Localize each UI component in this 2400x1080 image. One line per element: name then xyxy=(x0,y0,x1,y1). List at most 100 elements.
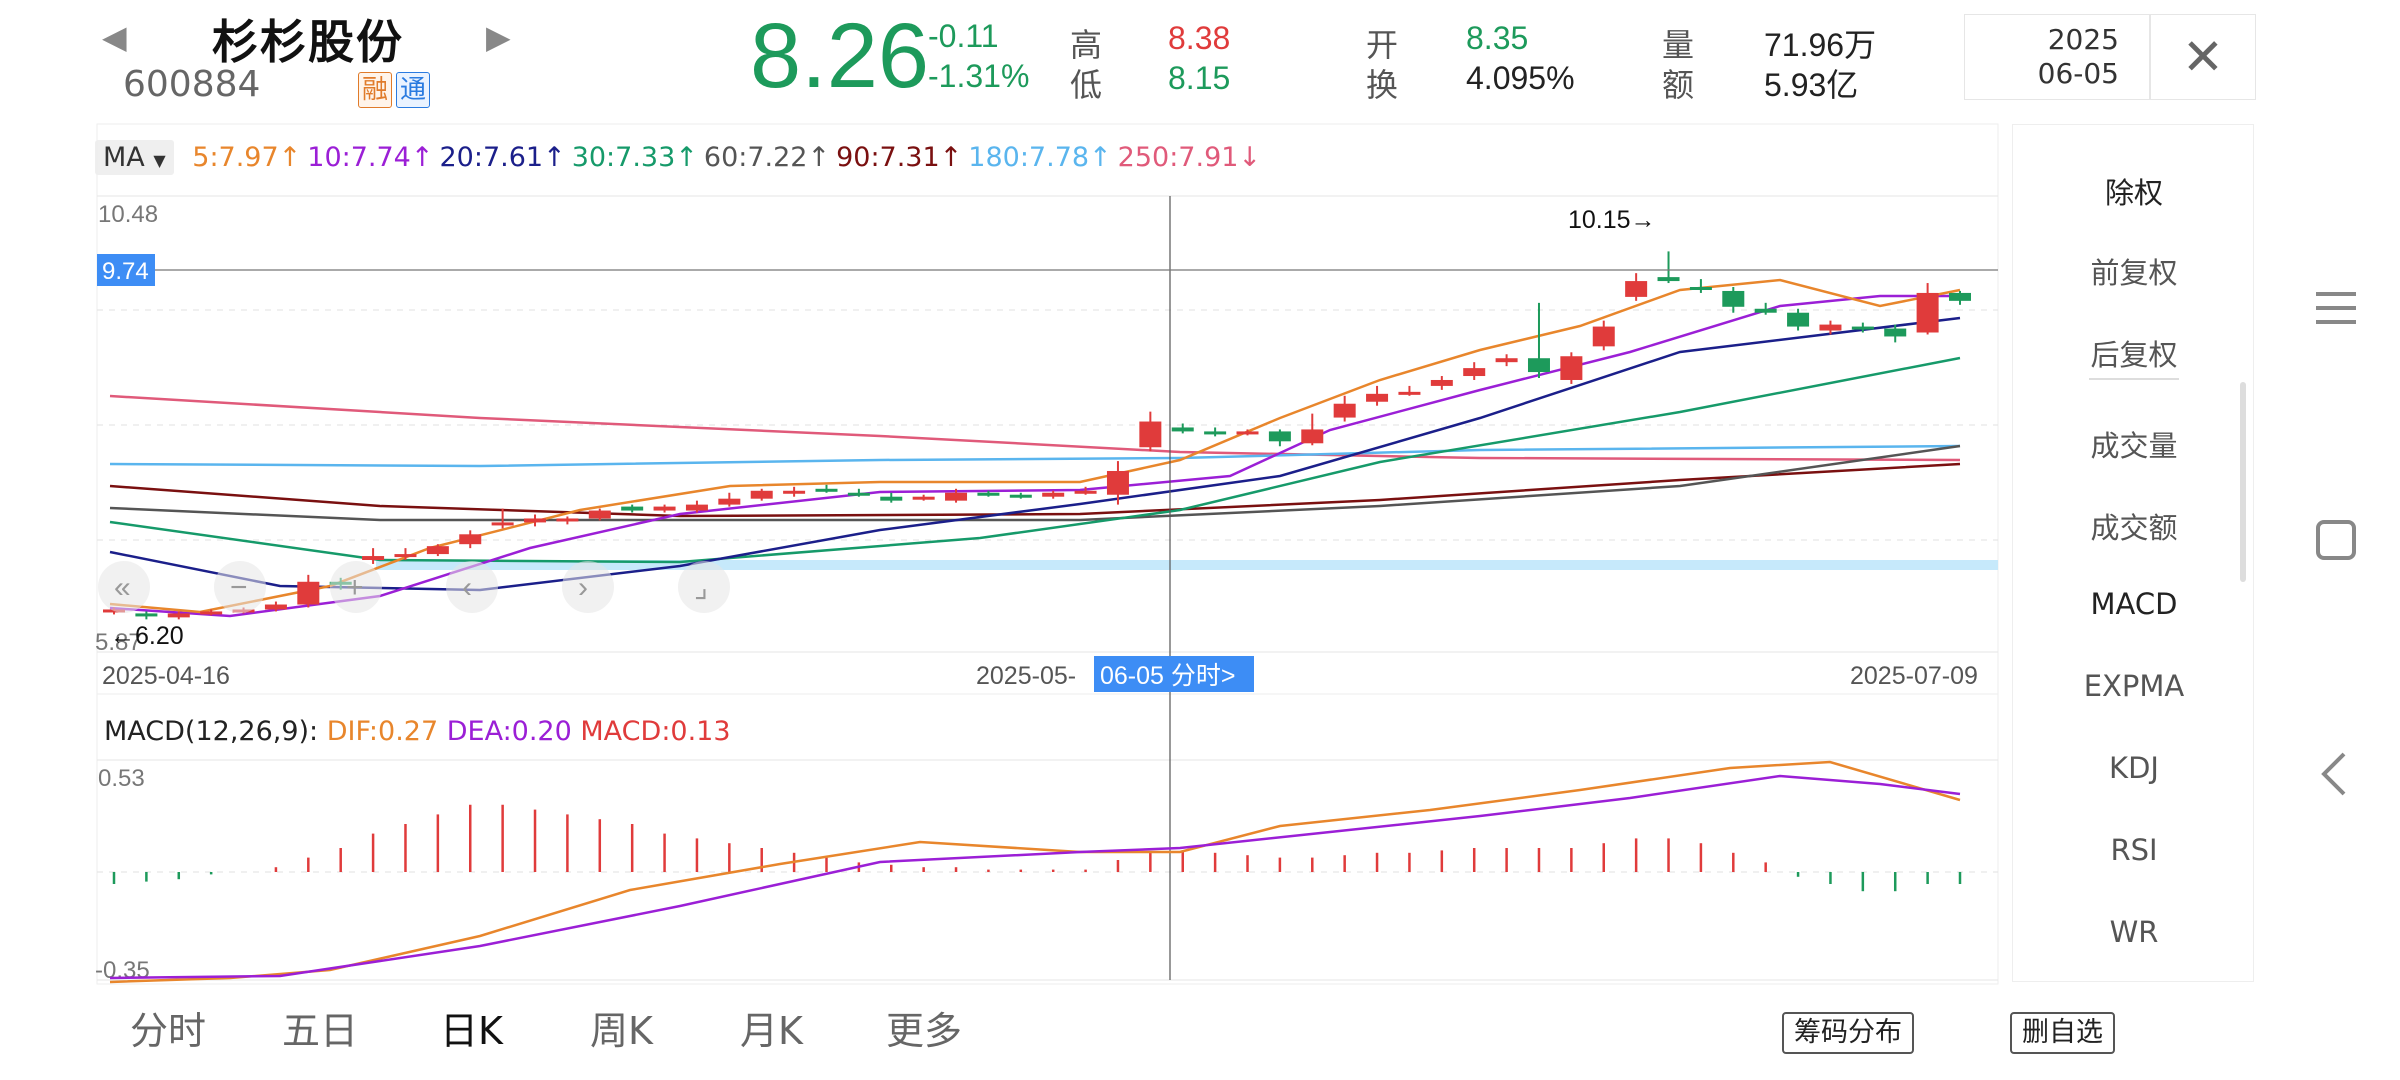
macd-legend-part-1: DIF:0.27 xyxy=(318,716,438,747)
volume-label: 量 xyxy=(1662,26,1695,64)
zoom-out-icon[interactable] xyxy=(214,561,266,613)
kline-max-label: 10.15→ xyxy=(1568,206,1656,234)
volume-value: 71.96万 xyxy=(1764,27,1877,63)
right-panel-item-9[interactable]: WR xyxy=(2109,915,2159,949)
candle-body-1 xyxy=(135,613,158,617)
candle-body-32 xyxy=(1139,421,1162,448)
stock-header: ◀ 杉杉股份 ▶ 600884 融 通 8.26 -0.11 -1.31% 高 … xyxy=(80,0,2270,120)
indicator-selector[interactable]: MA ▼ xyxy=(95,140,174,175)
prev-stock-icon[interactable]: ◀ xyxy=(102,18,127,56)
ma-item-6: 180:7.78↑ xyxy=(968,142,1112,173)
chevron-left-icon[interactable] xyxy=(446,561,498,613)
ma-item-4: 60:7.22↑ xyxy=(703,142,831,173)
right-panel-item-2[interactable]: 后复权 xyxy=(2090,338,2178,372)
right-panel-item-3[interactable]: 成交量 xyxy=(2090,429,2178,463)
candle-body-11 xyxy=(459,534,482,545)
crosshair-date-bg[interactable] xyxy=(1094,656,1254,692)
open-label: 开 xyxy=(1366,26,1399,64)
candle-body-40 xyxy=(1398,391,1421,395)
x-end-label: 2025-07-09 xyxy=(1850,662,1978,690)
candle-body-36 xyxy=(1268,431,1291,442)
candle-body-27 xyxy=(977,492,1000,496)
candle-body-15 xyxy=(588,510,611,519)
ma-item-1: 10:7.74↑ xyxy=(307,142,434,173)
macd-legend: MACD(12,26,9): DIF:0.27 DEA:0.20 MACD:0.… xyxy=(104,716,731,747)
crosshair-price-bg xyxy=(97,254,155,286)
right-panel-item-0[interactable]: 除权 xyxy=(2104,176,2163,210)
kline-y-top: 10.48 xyxy=(98,201,158,228)
candle-body-21 xyxy=(783,490,806,494)
tab-5[interactable]: 更多 xyxy=(886,1009,963,1053)
candle-body-42 xyxy=(1463,368,1486,377)
right-panel-item-5[interactable]: MACD xyxy=(2090,587,2178,621)
candle-body-24 xyxy=(880,496,903,501)
caret-down-icon: ▼ xyxy=(153,151,166,170)
next-stock-icon[interactable]: ▶ xyxy=(486,18,511,56)
candle-body-10 xyxy=(426,546,449,555)
right-panel-scrollbar[interactable] xyxy=(2240,382,2246,582)
stock-name: 杉杉股份 xyxy=(212,15,404,69)
candle-body-49 xyxy=(1689,287,1712,291)
candle-body-20 xyxy=(750,490,773,499)
macd-legend-part-2: DEA:0.20 xyxy=(438,716,572,747)
double-chevron-left-icon[interactable] xyxy=(98,561,150,613)
tab-0[interactable]: 分时 xyxy=(130,1009,207,1053)
candle-body-41 xyxy=(1430,379,1453,386)
ma-line-0 xyxy=(109,394,1961,462)
ma-legend: MA ▼ 5:7.97↑ 10:7.74↑ 20:7.61↑ 30:7.33↑ 60:7… xyxy=(95,140,1267,180)
right-panel-item-4[interactable]: 成交额 xyxy=(2090,511,2178,545)
right-panel-item-6[interactable]: EXPMA xyxy=(2083,669,2185,703)
right-panel-item-8[interactable]: RSI xyxy=(2110,833,2158,867)
stock-app: ◀ 杉杉股份 ▶ 600884 融 通 8.26 -0.11 -1.31% 高 … xyxy=(80,0,2270,1080)
kline-min-label: ←6.20 xyxy=(110,622,184,650)
ma-item-0: 5:7.97↑ xyxy=(192,142,302,173)
candle-body-22 xyxy=(815,488,838,492)
right-panel-item-7[interactable]: KDJ xyxy=(2109,751,2159,785)
macd-y-bottom: -0.35 xyxy=(95,957,150,984)
tab-1[interactable]: 五日 xyxy=(282,1009,359,1053)
ma-line-6 xyxy=(109,294,1960,618)
chip-distribution-button[interactable]: 筹码分布 xyxy=(1782,1012,1914,1054)
menu-icon[interactable] xyxy=(2308,280,2364,336)
chevron-right-icon-glyph: › xyxy=(578,571,588,604)
turnover-value: 4.095% xyxy=(1466,60,1575,96)
candle-body-44 xyxy=(1527,358,1550,373)
amount-value: 5.93亿 xyxy=(1764,67,1859,103)
remove-watchlist-button[interactable]: 删自选 xyxy=(2010,1012,2115,1054)
ma-line-7 xyxy=(109,278,1961,614)
turnover-label: 换 xyxy=(1366,66,1399,104)
candle-body-31 xyxy=(1106,470,1129,495)
right-panel-divider xyxy=(2089,378,2179,380)
candle-body-51 xyxy=(1754,308,1777,313)
x-mid-label: 2025-05- xyxy=(976,662,1076,690)
crosshair-price-label: 9.74 xyxy=(102,258,149,285)
ma-item-3: 30:7.33↑ xyxy=(571,142,698,173)
candle-body-25 xyxy=(912,496,935,500)
chart-frame xyxy=(96,123,1999,985)
selected-date-year: 2025 xyxy=(2047,23,2119,56)
high-label: 高 xyxy=(1070,26,1103,64)
home-icon[interactable] xyxy=(2308,512,2364,568)
tab-3[interactable]: 周K xyxy=(590,1009,653,1053)
back-icon[interactable] xyxy=(2308,746,2364,802)
close-button[interactable]: ✕ xyxy=(2150,14,2256,100)
tab-4[interactable]: 月K xyxy=(740,1009,803,1053)
ma-line-1 xyxy=(109,444,1961,468)
candle-body-14 xyxy=(556,518,579,522)
candle-body-56 xyxy=(1916,292,1939,333)
chevron-right-icon[interactable] xyxy=(562,561,614,613)
tab-2[interactable]: 日K xyxy=(440,1009,503,1053)
candle-body-8 xyxy=(362,556,385,561)
price-change: -0.11 xyxy=(928,18,999,54)
collapse-icon[interactable] xyxy=(678,561,730,613)
candle-body-28 xyxy=(1009,494,1032,498)
selected-date[interactable]: 2025 06-05 xyxy=(1964,14,2150,100)
zoom-out-icon-glyph: − xyxy=(230,571,248,604)
right-panel-item-1[interactable]: 前复权 xyxy=(2090,256,2178,290)
ma-line-4 xyxy=(109,356,1961,564)
candle-body-35 xyxy=(1236,431,1259,435)
ma-item-7: 250:7.91↓ xyxy=(1117,142,1262,173)
zoom-in-icon[interactable] xyxy=(330,561,382,613)
candle-body-30 xyxy=(1074,490,1097,494)
